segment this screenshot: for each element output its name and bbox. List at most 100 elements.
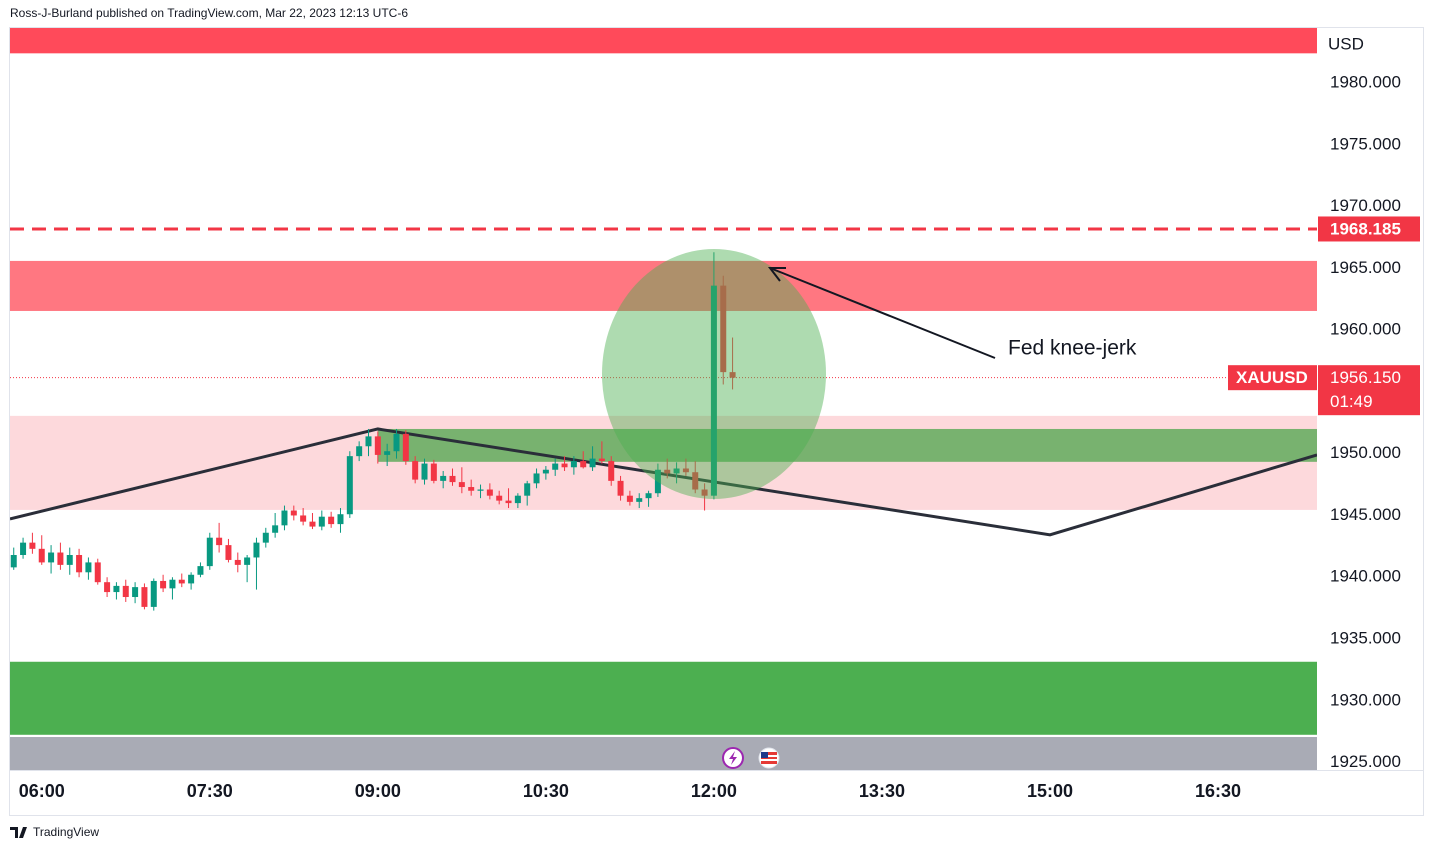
x-tick-label: 15:00	[1027, 781, 1073, 801]
candle-body	[710, 285, 717, 496]
candle-body	[608, 461, 615, 481]
candle-body	[318, 516, 325, 527]
candle-body	[188, 574, 195, 584]
candle-body	[38, 548, 45, 563]
candle-body	[216, 537, 223, 546]
candle-body	[346, 456, 353, 515]
candle-body	[141, 587, 148, 607]
y-tick-label: 1945.000	[1330, 505, 1401, 524]
brand-name: TradingView	[33, 825, 99, 839]
zone	[10, 260, 1317, 311]
candle-body	[636, 498, 643, 502]
price-line-label-bg	[1318, 216, 1420, 242]
x-tick-label: 12:00	[691, 781, 737, 801]
y-tick-label: 1960.000	[1330, 320, 1401, 339]
candle-body	[309, 521, 316, 527]
axes: USD 1968.185 1925.000 1930.000 1935.000 1940…	[10, 34, 1423, 801]
candle-body	[598, 458, 605, 462]
lightning	[729, 751, 737, 765]
flag-stripe	[761, 759, 777, 761]
candle-body	[673, 468, 680, 474]
candle-body	[76, 554, 83, 573]
candle-body	[430, 463, 437, 481]
last-price-label: 1956.150	[1330, 368, 1401, 387]
candle-body	[290, 510, 297, 516]
candle-body	[692, 472, 699, 490]
candle-body	[169, 579, 176, 589]
candle-body	[85, 562, 92, 573]
candle-body	[626, 495, 633, 502]
candle-body	[393, 433, 400, 452]
candle-body	[542, 469, 549, 474]
zone	[377, 428, 1317, 462]
candle-body	[412, 461, 419, 480]
candle-body	[617, 480, 624, 496]
countdown: 01:49	[1330, 392, 1373, 411]
x-tick-label: 16:30	[1195, 781, 1241, 801]
candles	[10, 252, 736, 611]
x-tick-label: 07:30	[187, 781, 233, 801]
candle-body	[66, 554, 73, 565]
x-tick-label: 10:30	[523, 781, 569, 801]
annotation: Fed knee-jerk	[1008, 337, 1137, 360]
arrow-head	[767, 267, 786, 282]
chart-frame	[9, 27, 1424, 816]
candle-body	[496, 495, 503, 501]
y-tick-label: 1975.000	[1330, 134, 1401, 153]
y-tick-label: 1940.000	[1330, 567, 1401, 586]
candle-body	[253, 542, 260, 558]
zone	[10, 661, 1317, 735]
brand: TradingView	[10, 825, 99, 839]
candle-body	[272, 525, 279, 533]
candle-body	[645, 493, 652, 499]
candle-body	[449, 475, 456, 483]
candle-body	[533, 473, 540, 484]
candle-body	[206, 537, 213, 567]
flag-canton	[761, 752, 768, 758]
zone	[10, 28, 1317, 54]
candle-body	[178, 579, 185, 584]
candle-body	[225, 545, 232, 560]
y-tick-label: 1980.000	[1330, 72, 1401, 91]
candle-body	[113, 585, 120, 593]
candle-body	[150, 580, 157, 607]
candle-body	[244, 557, 251, 565]
candle-body	[300, 515, 307, 522]
overlay: Fed knee-jerk	[10, 249, 1317, 770]
candle-body	[10, 554, 17, 568]
candle-body	[20, 542, 27, 555]
candle-body	[468, 487, 475, 491]
candle-body	[57, 552, 64, 565]
candle-body	[505, 500, 512, 504]
candle-body	[458, 482, 465, 488]
candle-body	[48, 552, 55, 563]
candle-body	[524, 483, 531, 496]
byline: Ross-J-Burland published on TradingView.…	[10, 6, 408, 20]
annotation-arrow	[769, 267, 996, 359]
candle-body	[720, 285, 727, 373]
candle-body	[132, 587, 139, 598]
candle-body	[682, 468, 689, 473]
candle-body	[122, 585, 129, 598]
candle-body	[477, 489, 484, 491]
candle-body	[589, 458, 596, 468]
candle-body	[561, 463, 568, 468]
candle-body	[234, 559, 241, 565]
candle-body	[440, 475, 447, 481]
candle-body	[104, 582, 111, 593]
currency: USD	[1328, 34, 1364, 53]
candle-body	[384, 451, 391, 455]
y-tick-label: 1950.000	[1330, 443, 1401, 462]
price-line-label: 1968.185	[1330, 219, 1401, 238]
candle-body	[421, 463, 428, 480]
candle-body	[94, 562, 101, 583]
candle-body	[552, 463, 559, 470]
candle-body	[29, 542, 36, 549]
candle-body	[197, 566, 204, 575]
zones	[10, 28, 1317, 735]
candle-body	[402, 433, 409, 462]
candle-body	[570, 461, 577, 468]
y-tick-label: 1930.000	[1330, 690, 1401, 709]
candle-body	[337, 514, 344, 525]
